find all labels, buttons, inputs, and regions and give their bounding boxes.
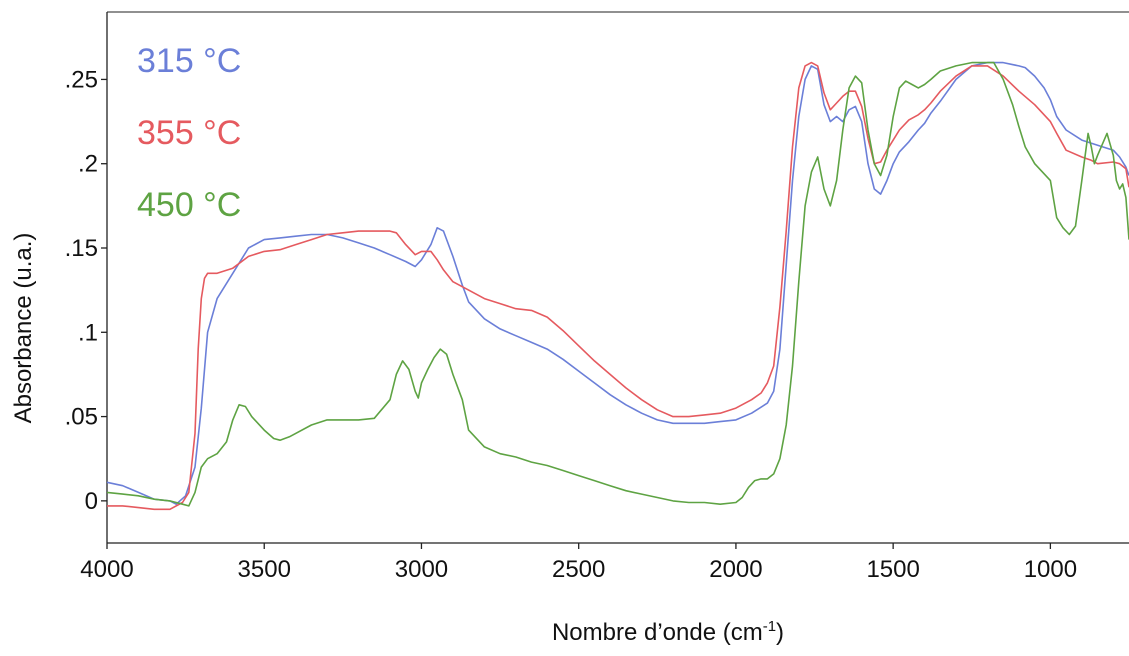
legend: 315 °C 355 °C 450 °C xyxy=(137,42,241,224)
series-line-355c xyxy=(107,61,1129,511)
y-tick-label: .2 xyxy=(78,151,98,178)
y-tick-label: .15 xyxy=(65,235,98,262)
x-axis-label-suffix: ) xyxy=(776,619,784,646)
x-axis-label: Nombre d’onde (cm-1) xyxy=(552,618,784,646)
legend-entry: 315 °C xyxy=(137,42,241,80)
legend-entry: 450 °C xyxy=(137,186,241,224)
y-tick-label: .25 xyxy=(65,66,98,93)
x-axis-label-main: Nombre d’onde (cm xyxy=(552,619,763,646)
y-tick-label: 0 xyxy=(85,488,98,515)
x-tick-label: 4000 xyxy=(80,556,133,583)
x-tick-label: 3500 xyxy=(238,556,291,583)
y-tick-label: .1 xyxy=(78,319,98,346)
x-tick-label: 2000 xyxy=(709,556,762,583)
x-tick-label: 1000 xyxy=(1024,556,1077,583)
x-tick-label: 2500 xyxy=(552,556,605,583)
series-line-315c xyxy=(106,61,1129,505)
series-line-450c xyxy=(106,61,1129,507)
y-tick-label: .05 xyxy=(65,404,98,431)
legend-entry: 355 °C xyxy=(137,114,241,152)
x-tick-label: 1500 xyxy=(866,556,919,583)
x-tick-label: 3000 xyxy=(395,556,448,583)
x-axis-label-superscript: -1 xyxy=(763,618,776,635)
axes: 0 .05 .1 .15 .2 .25 4000 3500 3000 2500 2000 1500 10… xyxy=(65,11,1129,583)
y-axis-label: Absorbance (u.a.) xyxy=(10,233,37,424)
series-layer xyxy=(106,61,1129,511)
